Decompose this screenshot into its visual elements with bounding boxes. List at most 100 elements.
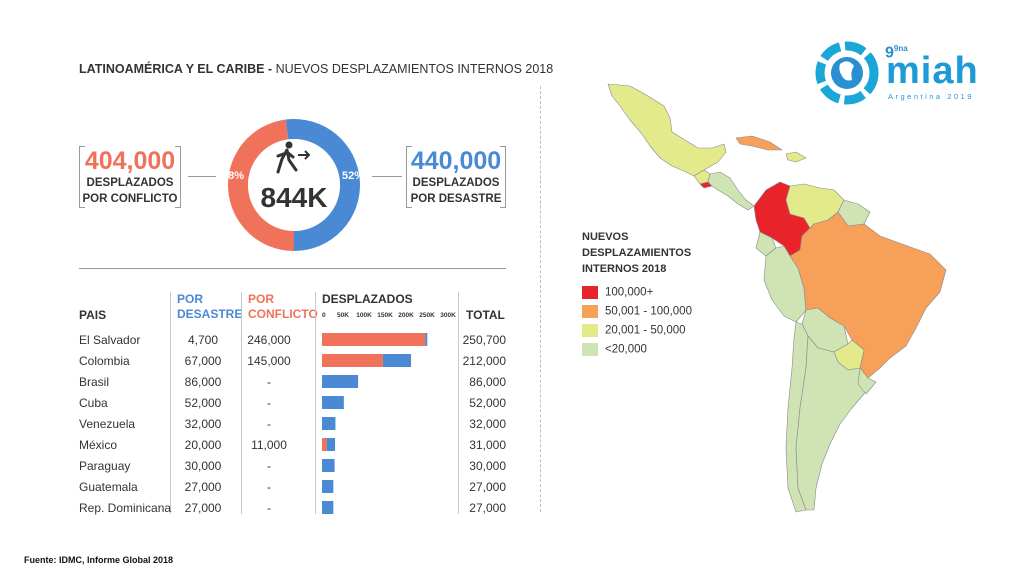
donut-svg (227, 119, 360, 251)
cell-desastre: 27,000 (184, 501, 222, 515)
map-legend: NUEVOS DESPLAZAMIENTOS INTERNOS 2018 100… (582, 230, 692, 362)
legend-label: 20,001 - 50,000 (605, 324, 686, 337)
bar-disaster (322, 459, 335, 472)
cell-conflicto: 145,000 (247, 354, 291, 368)
map-central-america (707, 171, 755, 211)
panel-divider (540, 86, 541, 512)
cell-conflicto: - (267, 459, 271, 473)
bar-axis-tick: 150K (377, 312, 393, 319)
donut-slice-conflict (227, 119, 294, 251)
bar-axis-tick: 50K (337, 312, 349, 319)
map-mexico (607, 83, 727, 177)
cell-desastre: 30,000 (184, 459, 222, 473)
header-conflicto-1: POR (248, 292, 275, 306)
cell-total: 86,000 (469, 375, 506, 389)
cell-desastre: 32,000 (184, 417, 222, 431)
latin-america-map (607, 83, 947, 513)
miah-logo: 99na miah Argentina 2019 (812, 40, 987, 110)
cell-total: 30,000 (469, 459, 506, 473)
donut-slice-disaster (285, 119, 360, 251)
legend-label: 100,000+ (605, 286, 654, 299)
legend-swatch (582, 342, 598, 356)
cell-total: 250,700 (462, 333, 506, 347)
cell-conflicto: - (267, 480, 271, 494)
legend-label: 50,001 - 100,000 (605, 305, 692, 318)
conflict-label-2: POR CONFLICTO (82, 192, 178, 205)
bar-axis-tick: 250K (419, 312, 435, 319)
bar-disaster (322, 375, 359, 388)
bar-disaster (382, 354, 412, 367)
legend-item: <20,000 (582, 342, 692, 356)
conflict-pct: 48% (222, 170, 245, 182)
cell-total: 27,000 (469, 501, 506, 515)
logo-sub: Argentina 2019 (888, 92, 974, 101)
cell-pais: México (79, 438, 118, 452)
donut-total: 844K (260, 182, 328, 213)
cell-pais: Colombia (79, 354, 130, 368)
cell-desastre: 52,000 (184, 396, 222, 410)
map-cuba (735, 135, 783, 151)
cell-desastre: 27,000 (184, 480, 222, 494)
legend-swatch (582, 304, 598, 318)
cell-pais: Rep. Dominicana (79, 501, 172, 515)
bracket-left (79, 146, 85, 208)
donut-chart: 844K 48% 52% (220, 118, 368, 252)
legend-items: 100,000+ 50,001 - 100,000 20,001 - 50,000 <… (582, 285, 692, 356)
disaster-label-2: POR DESASTRE (410, 192, 502, 205)
globe-icon (815, 41, 879, 105)
bar-disaster (322, 396, 344, 409)
conflict-label-1: DESPLAZADOS (86, 177, 174, 189)
bar-chart: 0 50K 100K 150K 200K 250K 300K (322, 312, 456, 514)
map-uruguay (857, 367, 877, 395)
col-sep-2 (241, 292, 242, 514)
legend-label: <20,000 (605, 343, 647, 356)
header-pais: PAIS (79, 308, 107, 322)
cell-conflicto: 11,000 (251, 438, 287, 452)
cell-conflicto: 246,000 (247, 333, 291, 347)
legend-title-2: DESPLAZAMIENTOS (582, 246, 692, 259)
connector-left (188, 176, 216, 177)
cell-total: 31,000 (469, 438, 506, 452)
bar-conflict (322, 438, 327, 451)
bar-conflict (322, 333, 426, 346)
disaster-pct: 52% (342, 170, 365, 182)
section-divider (79, 268, 506, 269)
cell-pais: Paraguay (79, 459, 131, 473)
disaster-label-1: DESPLAZADOS (412, 177, 500, 189)
source-note: Fuente: IDMC, Informe Global 2018 (24, 555, 174, 565)
cell-desastre: 86,000 (184, 375, 222, 389)
page-title: LATINOAMÉRICA Y EL CARIBE - NUEVOS DESPL… (79, 62, 553, 76)
header-desastre: POR DESASTRE (177, 292, 242, 322)
header-desplazados: DESPLAZADOS (322, 292, 413, 306)
person-walking-icon (276, 141, 311, 174)
cell-desastre: 20,000 (184, 438, 222, 452)
legend-swatch (582, 285, 598, 299)
title-bold: LATINOAMÉRICA Y EL CARIBE - (79, 62, 273, 76)
bracket-left (406, 146, 412, 208)
col-sep-3 (315, 292, 316, 514)
legend-item: 20,001 - 50,000 (582, 323, 692, 337)
bar-axis-tick: 200K (398, 312, 414, 319)
header-conflicto: POR CONFLICTO (248, 292, 318, 322)
conflict-value: 404,000 (84, 147, 176, 175)
cell-pais: Venezuela (79, 417, 136, 431)
legend-title-3: INTERNOS 2018 (582, 262, 667, 275)
bar-disaster (322, 417, 336, 430)
header-total: TOTAL (466, 308, 505, 322)
col-sep-4 (458, 292, 459, 514)
cell-conflicto: - (267, 375, 271, 389)
conflict-summary: 404,000 DESPLAZADOS POR CONFLICTO (79, 146, 181, 208)
bar-axis-tick: 300K (440, 312, 456, 319)
bracket-right (500, 146, 506, 208)
cell-conflicto: - (267, 417, 271, 431)
bar-disaster (326, 438, 336, 451)
cell-conflicto: - (267, 396, 271, 410)
map-dominicana (785, 151, 807, 163)
disaster-value: 440,000 (410, 147, 502, 175)
cell-total: 27,000 (469, 480, 506, 494)
donut-hole (248, 139, 340, 231)
bar-axis-tick: 100K (356, 312, 372, 319)
cell-desastre: 4,700 (187, 333, 219, 347)
cell-pais: El Salvador (79, 333, 141, 347)
cell-pais: Guatemala (79, 480, 138, 494)
